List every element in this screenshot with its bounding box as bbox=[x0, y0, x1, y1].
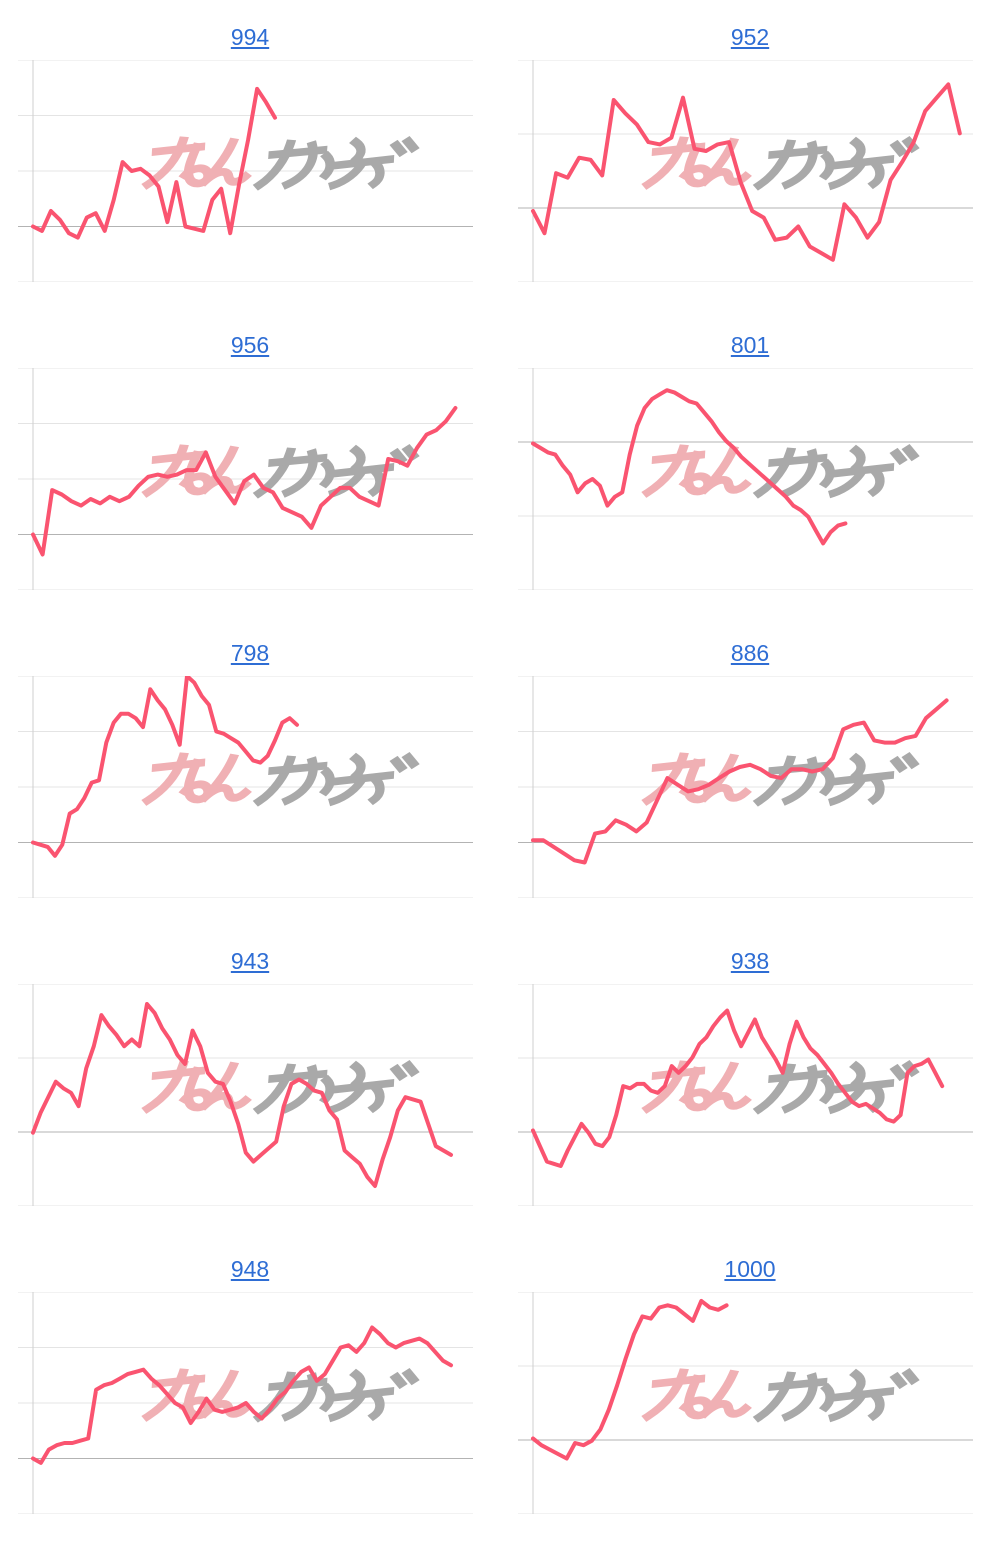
chart-card: 948 bbox=[0, 1232, 500, 1540]
chart-title-link[interactable]: 1000 bbox=[724, 1256, 776, 1282]
chart-plot bbox=[518, 676, 973, 898]
chart-title-link[interactable]: 956 bbox=[230, 332, 270, 358]
chart-plot bbox=[18, 676, 473, 898]
line-chart-svg bbox=[18, 984, 473, 1206]
chart-title-row: 1000 bbox=[500, 1256, 1000, 1283]
chart-card: 1000 bbox=[500, 1232, 1000, 1540]
chart-title-row: 886 bbox=[500, 640, 1000, 667]
chart-plot bbox=[18, 984, 473, 1206]
chart-title-link[interactable]: 952 bbox=[730, 24, 770, 50]
chart-card: 798 bbox=[0, 616, 500, 924]
line-chart-svg bbox=[518, 60, 973, 282]
chart-card: 952 bbox=[500, 0, 1000, 308]
chart-title-link[interactable]: 948 bbox=[230, 1256, 270, 1282]
line-chart-svg bbox=[18, 676, 473, 898]
chart-card: 938 bbox=[500, 924, 1000, 1232]
chart-title-row: 948 bbox=[0, 1256, 500, 1283]
chart-card: 943 bbox=[0, 924, 500, 1232]
line-chart-svg bbox=[518, 984, 973, 1206]
line-chart-svg bbox=[518, 368, 973, 590]
chart-plot bbox=[18, 60, 473, 282]
line-chart-svg bbox=[18, 60, 473, 282]
chart-title-row: 952 bbox=[500, 24, 1000, 51]
chart-title-link[interactable]: 943 bbox=[230, 948, 270, 974]
chart-plot bbox=[18, 1292, 473, 1514]
chart-card: 956 bbox=[0, 308, 500, 616]
chart-title-row: 798 bbox=[0, 640, 500, 667]
chart-title-row: 943 bbox=[0, 948, 500, 975]
chart-title-row: 801 bbox=[500, 332, 1000, 359]
chart-plot bbox=[18, 368, 473, 590]
chart-card: 994 bbox=[0, 0, 500, 308]
line-chart-svg bbox=[18, 1292, 473, 1514]
chart-card: 801 bbox=[500, 308, 1000, 616]
chart-title-row: 994 bbox=[0, 24, 500, 51]
chart-title-link[interactable]: 801 bbox=[730, 332, 770, 358]
chart-plot bbox=[518, 60, 973, 282]
chart-plot bbox=[518, 368, 973, 590]
line-chart-svg bbox=[518, 676, 973, 898]
chart-title-link[interactable]: 886 bbox=[730, 640, 770, 666]
chart-card: 886 bbox=[500, 616, 1000, 924]
chart-title-row: 938 bbox=[500, 948, 1000, 975]
chart-title-row: 956 bbox=[0, 332, 500, 359]
line-chart-svg bbox=[518, 1292, 973, 1514]
chart-plot bbox=[518, 984, 973, 1206]
chart-title-link[interactable]: 798 bbox=[230, 640, 270, 666]
chart-plot bbox=[518, 1292, 973, 1514]
chart-title-link[interactable]: 938 bbox=[730, 948, 770, 974]
line-chart-svg bbox=[18, 368, 473, 590]
chart-title-link[interactable]: 994 bbox=[230, 24, 270, 50]
